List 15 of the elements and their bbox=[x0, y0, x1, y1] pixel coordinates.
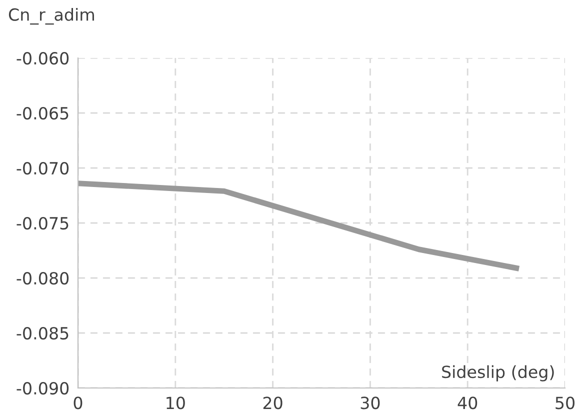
x-tick-label: 50 bbox=[556, 396, 574, 410]
y-tick-label: -0.075 bbox=[16, 216, 68, 230]
y-tick-label: -0.060 bbox=[16, 52, 69, 65]
y-axis-title: Cn_r_adim bbox=[8, 8, 94, 25]
x-tick-label: 30 bbox=[360, 396, 380, 410]
y-tick-label: -0.080 bbox=[16, 272, 69, 285]
y-tick-label: -0.070 bbox=[16, 162, 69, 175]
x-tick-label: 20 bbox=[263, 396, 282, 410]
x-axis-title: Sideslip (deg) bbox=[442, 365, 554, 382]
y-tick-label: -0.090 bbox=[16, 382, 69, 395]
x-tick-label: 40 bbox=[458, 396, 478, 410]
y-tick-label: -0.065 bbox=[16, 106, 68, 120]
x-tick-label: 0 bbox=[74, 396, 82, 410]
y-tick-label: -0.085 bbox=[16, 326, 68, 340]
x-tick-label: 10 bbox=[166, 396, 185, 410]
